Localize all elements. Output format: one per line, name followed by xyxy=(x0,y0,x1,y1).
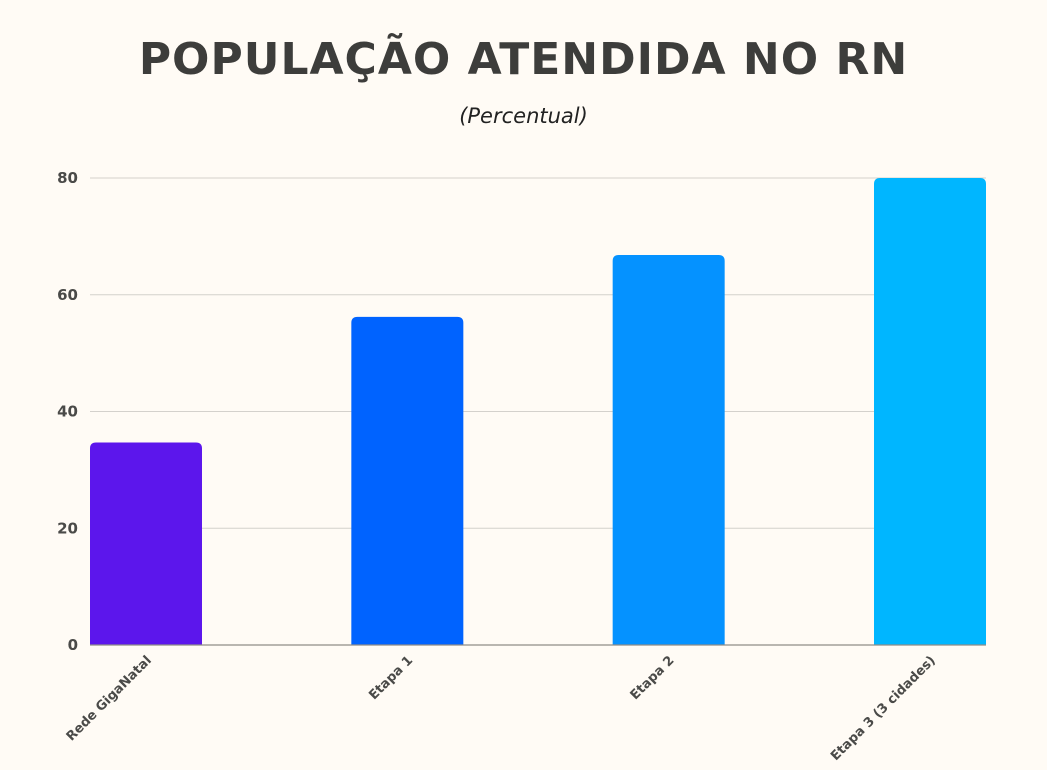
chart-subtitle: (Percentual) xyxy=(459,104,588,128)
y-tick-label: 20 xyxy=(57,519,78,537)
y-tick-label: 40 xyxy=(57,403,78,421)
bar xyxy=(874,178,986,645)
y-axis-ticks: 0 20 40 60 80 xyxy=(57,169,78,654)
bar xyxy=(90,442,202,645)
x-tick-label: Rede GigaNatal xyxy=(64,653,155,744)
y-tick-label: 80 xyxy=(57,169,78,187)
x-tick-label: Etapa 2 xyxy=(628,653,678,703)
y-tick-label: 60 xyxy=(57,286,78,304)
chart-title: POPULAÇÃO ATENDIDA NO RN xyxy=(138,34,909,85)
bar xyxy=(612,255,725,645)
x-tick-label: Etapa 1 xyxy=(366,653,416,703)
y-tick-label: 0 xyxy=(68,636,78,654)
x-tick-label: Etapa 3 (3 cidades) xyxy=(828,653,939,764)
bars xyxy=(90,178,986,645)
bar xyxy=(351,316,464,645)
gridlines xyxy=(90,177,986,529)
x-axis-ticks: Rede GigaNatal Etapa 1 Etapa 2 Etapa 3 (3 c… xyxy=(64,653,939,764)
